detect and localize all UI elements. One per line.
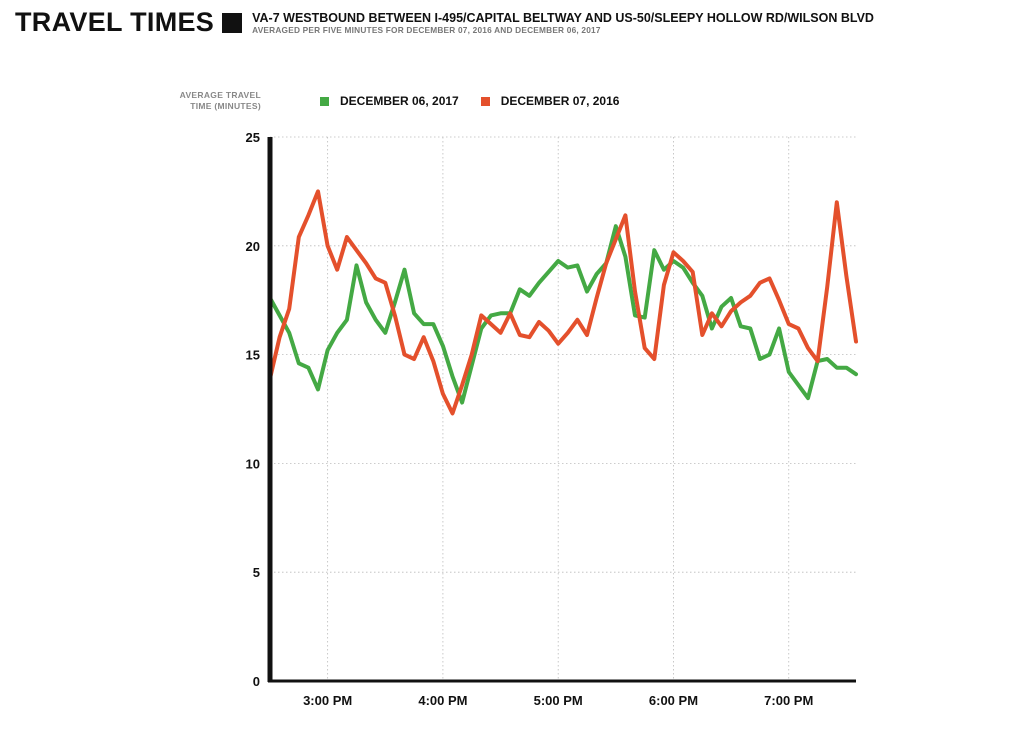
y-tick-label-25: 25 [246,130,260,145]
legend-item-2017: DECEMBER 06, 2017 [320,94,459,108]
x-tick-label-1: 4:00 PM [418,693,467,708]
y-axis-label-line1: AVERAGE TRAVEL [179,90,261,100]
y-tick-label-10: 10 [246,456,260,471]
chart-caption: AVERAGED PER FIVE MINUTES FOR DECEMBER 0… [252,25,601,35]
series-line-1 [268,189,858,416]
y-axis-label: AVERAGE TRAVEL TIME (MINUTES) [140,90,261,112]
chart-subtitle: VA-7 WESTBOUND BETWEEN I-495/CAPITAL BEL… [252,11,874,25]
legend-label-2017: DECEMBER 06, 2017 [340,94,459,108]
legend-item-2016: DECEMBER 07, 2016 [480,94,620,108]
chart-subtitle-block: VA-7 WESTBOUND BETWEEN I-495/CAPITAL BEL… [252,11,874,36]
x-tick-label-4: 7:00 PM [764,693,813,708]
chart-header: TRAVEL TIMES VA-7 WESTBOUND BETWEEN I-49… [15,6,874,40]
chart-title: TRAVEL TIMES [15,7,215,37]
series-line-0 [268,224,858,405]
y-axis-label-line2: TIME (MINUTES) [190,101,261,111]
legend-swatch-2016 [480,96,490,106]
x-tick-label-0: 3:00 PM [303,693,352,708]
y-tick-label-5: 5 [253,565,260,580]
y-tick-label-20: 20 [246,239,260,254]
legend-swatch-2017 [320,96,329,106]
x-tick-label-2: 5:00 PM [534,693,583,708]
legend: DECEMBER 06, 2017 DECEMBER 07, 2016 [320,94,641,108]
x-tick-label-3: 6:00 PM [649,693,698,708]
y-tick-label-15: 15 [246,348,260,363]
title-square-icon [222,13,243,33]
legend-label-2016: DECEMBER 07, 2016 [500,94,620,108]
y-tick-label-0: 0 [253,674,260,689]
